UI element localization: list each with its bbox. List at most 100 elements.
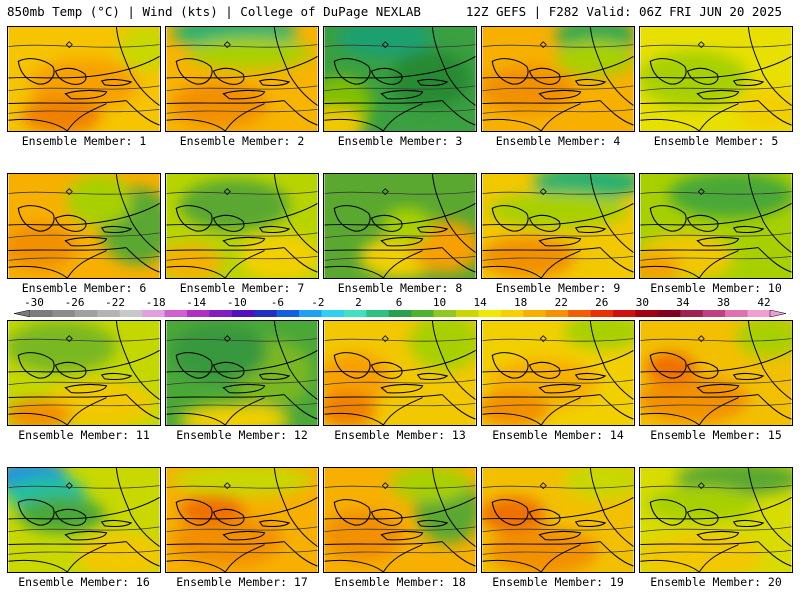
temperature-region [640,50,749,108]
header-title-right: 12Z GEFS | F282 Valid: 06Z FRI JUN 20 20… [465,4,782,19]
streamline [640,403,792,408]
state-border [224,544,265,572]
temperature-region [555,39,634,77]
lake-outline [380,530,424,541]
state-border [482,413,542,425]
station-marker [697,41,705,49]
streamline [324,485,476,489]
state-border [640,247,759,252]
lake-outline [416,519,449,527]
lake-outline [649,352,687,379]
streamline [324,256,476,261]
colorbar-tick-label: -10 [226,296,247,309]
colorbar-segment [276,310,300,317]
temperature-region [482,391,549,425]
colorbar-segment [254,310,277,317]
lake-outline [64,236,108,247]
state-border [324,541,443,546]
lake-outline [258,225,291,233]
ensemble-member-label: Ensemble Member: 14 [492,428,624,442]
ensemble-member-label: Ensemble Member: 13 [334,428,466,442]
streamline [640,379,792,386]
lake-outline [649,499,687,526]
state-border [431,468,476,547]
colorbar-tick-label: -22 [105,296,126,309]
colorbar-low-end [14,310,31,317]
colorbar-segment [97,310,120,317]
state-border [283,247,318,273]
colorbar-segment [478,310,502,317]
streamline [482,191,634,195]
state-border [8,203,160,226]
streamline [8,191,160,195]
temperature-region [171,323,267,381]
state-border [125,247,160,273]
state-border [283,100,318,126]
state-border [115,321,160,400]
streamline [166,485,318,489]
ensemble-member-map [165,320,319,426]
streamline [640,44,792,48]
lake-outline [732,225,765,233]
colorbar-segment [635,310,659,317]
state-border [698,103,739,131]
state-border [125,541,160,567]
temperature-region [21,97,102,131]
state-border [589,27,634,106]
station-marker [381,335,389,343]
lake-outline [64,530,108,541]
lake-outline [686,508,719,526]
state-border [283,541,318,567]
ensemble-member-map [165,467,319,573]
lake-outline [175,499,213,526]
state-border [640,413,700,425]
state-border [482,56,634,79]
station-marker [65,188,73,196]
state-border [747,174,792,253]
station-marker [539,188,547,196]
streamline [324,550,476,555]
state-border [698,544,739,572]
station-marker [381,188,389,196]
streamline [482,256,634,261]
state-border [324,413,384,425]
ensemble-member-map [7,173,161,279]
lake-outline [696,530,740,541]
state-border [382,544,423,572]
ensemble-member-label: Ensemble Member: 1 [21,134,147,148]
lake-outline [258,372,291,380]
streamline [166,232,318,239]
lake-outline [538,236,582,247]
lake-outline [686,214,719,232]
state-border [640,203,792,226]
streamline [8,109,160,114]
colorbar-segment [388,310,412,317]
ensemble-member-label: Ensemble Member: 10 [650,281,782,295]
lake-outline [370,508,403,526]
temperature-region [324,509,403,562]
streamline [8,338,160,342]
state-border [115,468,160,547]
lake-outline [17,352,55,379]
colorbar-tick-label: 22 [554,296,568,309]
state-border [640,100,759,105]
streamline [482,485,634,489]
state-border [589,468,634,547]
colorbar-segment [299,310,322,317]
state-border [640,266,700,278]
state-border [8,497,160,520]
lake-outline [212,67,245,85]
state-border [283,394,318,420]
state-border [599,100,634,126]
ensemble-member-map [323,26,477,132]
temperature-colorbar [14,310,786,317]
ensemble-member-label: Ensemble Member: 9 [495,281,621,295]
lake-outline [17,58,55,85]
lake-outline [696,89,740,100]
colorbar-segment [545,310,569,317]
lake-outline [491,352,529,379]
state-border [324,350,476,373]
lake-outline [538,383,582,394]
ensemble-member-map [639,467,793,573]
lake-outline [54,214,87,232]
